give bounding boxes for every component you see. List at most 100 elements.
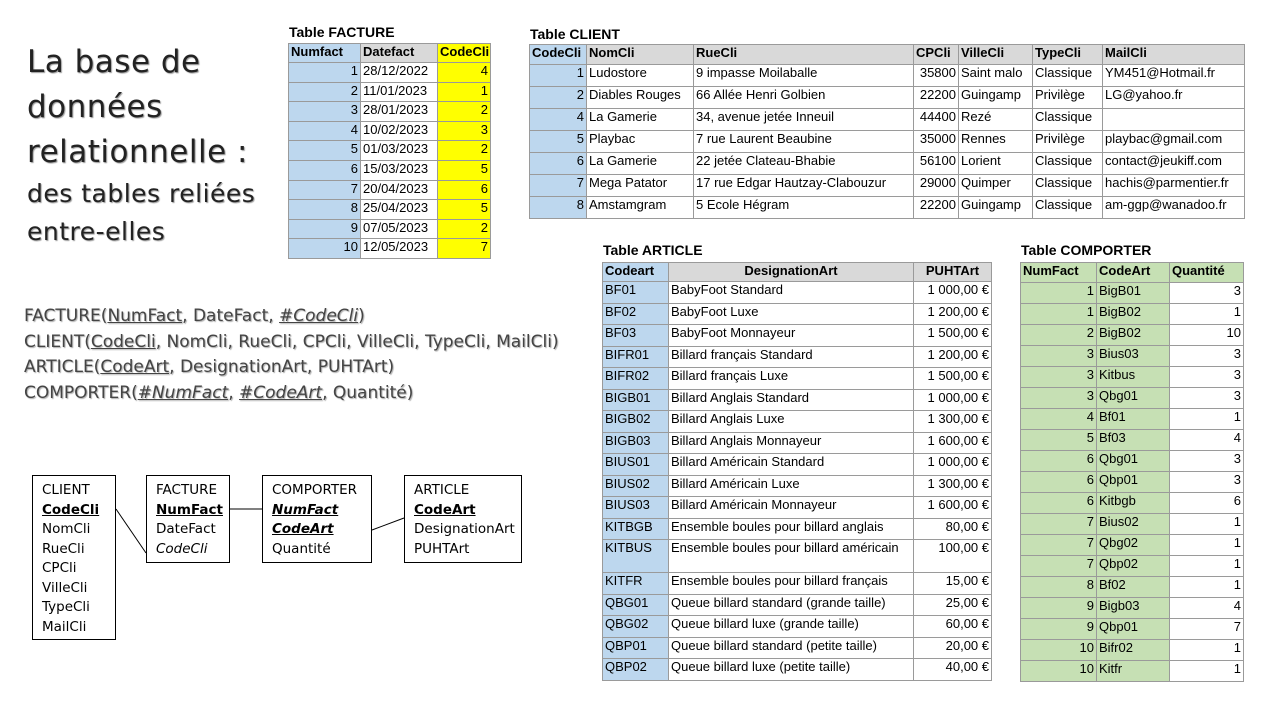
table-cell: BIUS01 bbox=[602, 453, 669, 476]
table-cell: 01/03/2023 bbox=[360, 140, 438, 161]
schema-part: CodeArt bbox=[100, 357, 170, 377]
header-cell: NomCli bbox=[586, 44, 694, 65]
table-cell: playbac@gmail.com bbox=[1102, 130, 1245, 153]
entity-field: TypeCli bbox=[42, 599, 90, 615]
table-cell: 10 bbox=[1020, 660, 1097, 682]
table-cell: 11/01/2023 bbox=[360, 81, 438, 103]
header-cell: PUHTArt bbox=[913, 262, 992, 282]
table-cell: 9 impasse Moilaballe bbox=[693, 64, 914, 87]
table-cell: 9 bbox=[1020, 597, 1097, 619]
table-row: 6 La Gamerie 22 jetée Clateau-Bhabie 56100 L… bbox=[529, 152, 1245, 175]
table-cell: Bf01 bbox=[1096, 408, 1170, 430]
table-cell: Billard Anglais Standard bbox=[668, 388, 914, 411]
table-cell: 1 bbox=[1169, 555, 1244, 577]
table-cell: Queue billard standard (petite taille) bbox=[668, 636, 914, 659]
table-cell: 5 bbox=[437, 159, 491, 181]
table-cell: Bf02 bbox=[1096, 576, 1170, 598]
table-cell: Qbg01 bbox=[1096, 450, 1170, 472]
table-cell: La Gamerie bbox=[586, 108, 694, 131]
table-cell: 6 bbox=[1169, 492, 1244, 514]
table-row: 4 Bf01 1 bbox=[1020, 408, 1244, 430]
table-cell: 1 300,00 € bbox=[913, 474, 992, 497]
table-cell: Classique bbox=[1032, 152, 1103, 175]
table-cell: 3 bbox=[1020, 366, 1097, 388]
schema-part: , NomCli, RueCli, CPCli, VilleCli, TypeC… bbox=[155, 331, 559, 352]
table-cell: BigB01 bbox=[1096, 282, 1170, 304]
header-cell: VilleCli bbox=[958, 44, 1033, 65]
schema-part: #NumFact bbox=[137, 382, 229, 403]
diagram-links bbox=[115, 508, 405, 554]
table-row: BIUS02 Billard Américain Luxe 1 300,00 € bbox=[602, 474, 992, 497]
header-cell: Numfact bbox=[288, 43, 361, 63]
table-cell: Lorient bbox=[958, 152, 1033, 175]
table-cell: 1 200,00 € bbox=[913, 302, 992, 325]
table-cell bbox=[1102, 108, 1245, 131]
table-row: 9 Bigb03 4 bbox=[1020, 597, 1244, 619]
table-cell: 1 bbox=[288, 62, 361, 83]
schema-part: NumFact bbox=[107, 306, 183, 326]
table-cell: 1 300,00 € bbox=[913, 410, 992, 433]
entity-box: COMPORTER NumFact CodeArt Quantité bbox=[262, 475, 372, 563]
table-cell: 3 bbox=[1169, 345, 1244, 367]
table-cell: QBG01 bbox=[602, 593, 669, 616]
table-cell: 3 bbox=[1169, 450, 1244, 472]
table-cell: 17 rue Edgar Hautzay-Clabouzur bbox=[693, 174, 914, 197]
table-cell: 2 bbox=[529, 86, 587, 109]
table-cell: 20/04/2023 bbox=[360, 179, 438, 201]
table-cell: 10 bbox=[1169, 324, 1244, 346]
table-row: KITBGB Ensemble boules pour billard angla… bbox=[602, 517, 992, 540]
table-row: 3 Bius03 3 bbox=[1020, 345, 1244, 367]
table-cell: 100,00 € bbox=[913, 539, 992, 573]
table-cell: 4 bbox=[288, 120, 361, 142]
table-cell: 6 bbox=[288, 159, 361, 181]
table-cell: 7 bbox=[288, 179, 361, 201]
table-cell: KITBGB bbox=[602, 517, 669, 540]
table-cell: 8 bbox=[1020, 576, 1097, 598]
table-cell: 7 bbox=[529, 174, 587, 197]
header-cell: Quantité bbox=[1169, 262, 1244, 283]
entity-field: NomCli bbox=[42, 521, 91, 537]
table-cell: 1 000,00 € bbox=[913, 453, 992, 476]
table-cell: 4 bbox=[1020, 408, 1097, 430]
table-cell: KITFR bbox=[602, 572, 669, 595]
table-cell: Classique bbox=[1032, 64, 1103, 87]
table-row: 1 28/12/2022 4 bbox=[288, 62, 491, 83]
table-cell: Bius02 bbox=[1096, 513, 1170, 535]
table-cell: Queue billard luxe (grande taille) bbox=[668, 615, 914, 638]
table-row: 5 Playbac 7 rue Laurent Beaubine 35000 Renne… bbox=[529, 130, 1245, 153]
table-cell: QBP01 bbox=[602, 636, 669, 659]
table-cell: 3 bbox=[1169, 282, 1244, 304]
table-cell: Ludostore bbox=[586, 64, 694, 87]
table-cell: 3 bbox=[1169, 366, 1244, 388]
table-cell: BIUS03 bbox=[602, 496, 669, 519]
table-cell: BIFR02 bbox=[602, 367, 669, 390]
table-cell: 9 bbox=[288, 218, 361, 240]
table-row: QBP01 Queue billard standard (petite tail… bbox=[602, 636, 992, 659]
header-row: Numfact Datefact CodeCli bbox=[288, 43, 491, 63]
table-cell: 1 bbox=[1169, 576, 1244, 598]
table-cell: 1 bbox=[1020, 303, 1097, 325]
table-cell: Kitbgb bbox=[1096, 492, 1170, 514]
table-cell: 1 bbox=[1169, 660, 1244, 682]
entity-field: CodeArt bbox=[414, 501, 476, 518]
table-cell: 35000 bbox=[913, 130, 959, 153]
table-cell: 44400 bbox=[913, 108, 959, 131]
table-row: 8 Amstamgram 5 Ecole Hégram 22200 Guingamp Cl… bbox=[529, 196, 1245, 219]
table-cell: Classique bbox=[1032, 108, 1103, 131]
table-row: 4 La Gamerie 34, avenue jetée Inneuil 44400… bbox=[529, 108, 1245, 131]
table-cell: Diables Rouges bbox=[586, 86, 694, 109]
table-cell: Mega Patator bbox=[586, 174, 694, 197]
table-cell: 2 bbox=[1020, 324, 1097, 346]
table-cell: 1 bbox=[1169, 534, 1244, 556]
table-cell: Qbg01 bbox=[1096, 387, 1170, 409]
table-cell: contact@jeukiff.com bbox=[1102, 152, 1245, 175]
entity-field: MailCli bbox=[42, 618, 87, 635]
data-table: Numfact Datefact CodeCli 1 28/12/2022 4 2 11/01… bbox=[288, 43, 491, 259]
table-cell: 2 bbox=[437, 101, 491, 122]
title-line: relationnelle : bbox=[27, 134, 248, 170]
table-cell: Kitbus bbox=[1096, 366, 1170, 388]
table-title: Table FACTURE bbox=[289, 24, 395, 40]
table-row: 1 BigB02 1 bbox=[1020, 303, 1244, 325]
table-cell: 1 500,00 € bbox=[913, 324, 992, 347]
table-row: 2 11/01/2023 1 bbox=[288, 81, 491, 103]
